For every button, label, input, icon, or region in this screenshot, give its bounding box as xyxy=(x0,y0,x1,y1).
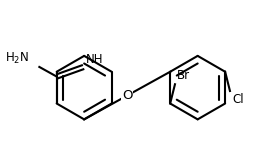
Text: Cl: Cl xyxy=(232,93,243,106)
Text: O: O xyxy=(122,89,132,102)
Text: NH: NH xyxy=(86,53,103,66)
Text: Br: Br xyxy=(177,69,190,82)
Text: H$_2$N: H$_2$N xyxy=(5,51,29,66)
